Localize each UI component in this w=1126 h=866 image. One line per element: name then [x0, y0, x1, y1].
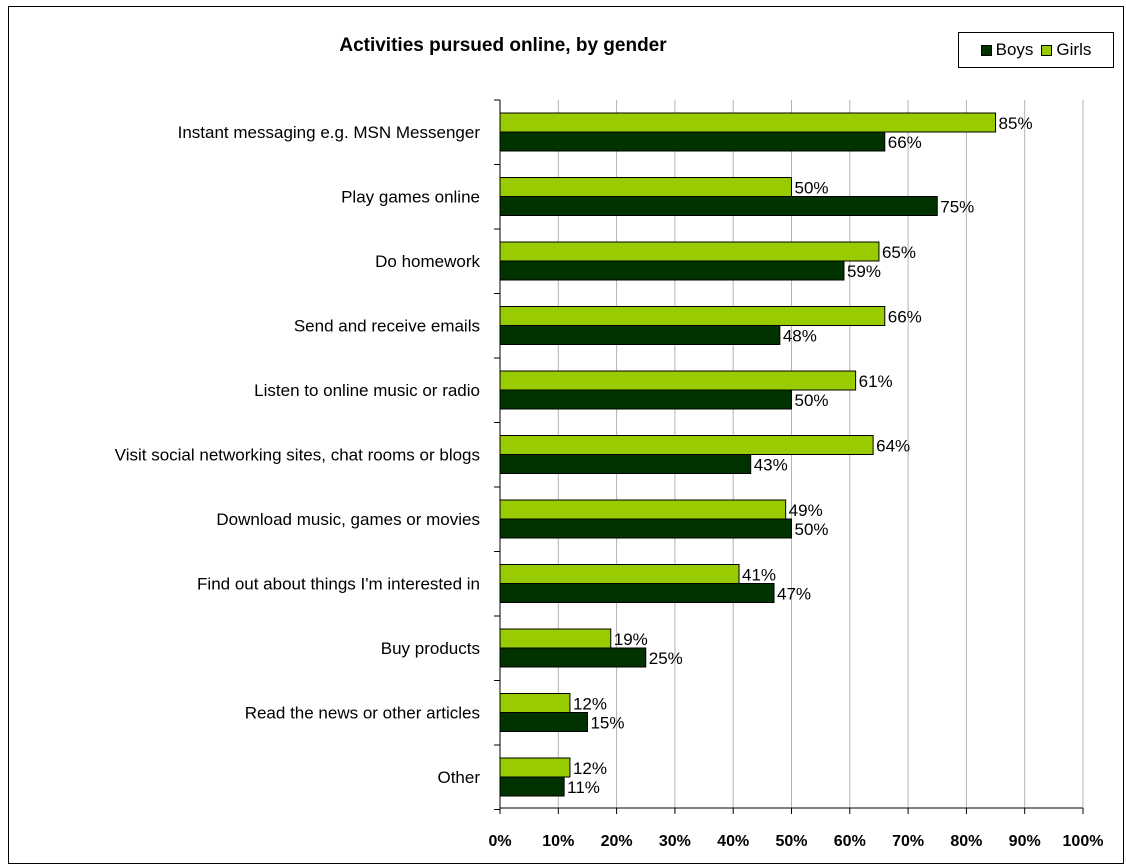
bar-boys [499, 325, 781, 345]
data-label-girls: 66% [888, 308, 922, 327]
x-tick-label: 0% [488, 833, 511, 850]
bar-boys [499, 583, 775, 603]
x-tick-label: 30% [659, 833, 691, 850]
category-label: Listen to online music or radio [254, 381, 480, 400]
category-label: Read the news or other articles [245, 704, 480, 723]
data-label-girls: 85% [999, 114, 1033, 133]
data-label-girls: 64% [876, 437, 910, 456]
data-label-boys: 15% [590, 714, 624, 733]
data-label-boys: 48% [783, 327, 817, 346]
data-label-girls: 19% [614, 630, 648, 649]
legend-swatch-boys [980, 44, 992, 56]
bar-girls [499, 757, 571, 778]
bar-boys [499, 712, 588, 732]
legend-item-girls: Girls [1041, 40, 1091, 60]
bar-girls [499, 564, 740, 584]
bar-girls [499, 241, 880, 262]
data-label-girls: 49% [789, 501, 823, 520]
bar-boys [499, 518, 792, 539]
data-label-boys: 25% [649, 649, 683, 668]
bar-girls [499, 435, 874, 455]
data-label-girls: 41% [742, 566, 776, 585]
x-tick-label: 90% [1009, 833, 1041, 850]
category-label: Instant messaging e.g. MSN Messenger [178, 123, 481, 142]
x-tick-label: 50% [775, 833, 807, 850]
bar-boys [499, 776, 565, 797]
bar-boys [499, 647, 647, 668]
category-label: Buy products [381, 639, 480, 658]
bar-girls [499, 306, 886, 326]
data-label-girls: 65% [882, 243, 916, 262]
data-label-boys: 66% [888, 133, 922, 152]
bar-girls [499, 177, 792, 197]
bar-boys [499, 454, 752, 474]
legend-swatch-girls [1041, 44, 1053, 56]
legend-label-girls: Girls [1056, 40, 1092, 59]
legend-item-boys: Boys [980, 40, 1034, 60]
data-label-boys: 59% [847, 262, 881, 281]
data-label-boys: 75% [940, 198, 974, 217]
x-tick-label: 60% [834, 833, 866, 850]
bar-girls [499, 499, 787, 520]
bar-girls [499, 112, 997, 133]
category-label: Find out about things I'm interested in [197, 575, 480, 594]
x-tick-label: 40% [717, 833, 749, 850]
x-tick-label: 70% [892, 833, 924, 850]
data-label-boys: 11% [567, 778, 600, 797]
category-label: Other [437, 768, 480, 787]
x-tick-label: 100% [1063, 833, 1104, 850]
data-label-boys: 43% [754, 456, 788, 475]
category-label: Download music, games or movies [216, 510, 480, 529]
x-tick-label: 10% [542, 833, 574, 850]
data-label-girls: 12% [573, 695, 607, 714]
category-label: Do homework [375, 252, 480, 271]
x-tick-label: 20% [601, 833, 633, 850]
bar-boys [499, 260, 845, 281]
data-label-girls: 12% [573, 759, 607, 778]
bar-girls [499, 693, 571, 713]
legend: Boys Girls [958, 32, 1114, 68]
bar-girls [499, 628, 612, 649]
chart-title: Activities pursued online, by gender [339, 35, 667, 56]
category-label: Play games online [341, 188, 480, 207]
data-label-girls: 61% [859, 372, 893, 391]
data-label-boys: 50% [795, 391, 829, 410]
data-label-boys: 47% [777, 585, 811, 604]
legend-label-boys: Boys [995, 40, 1034, 59]
bar-boys [499, 196, 938, 216]
data-label-girls: 50% [795, 179, 829, 198]
category-label: Visit social networking sites, chat room… [115, 446, 480, 465]
x-tick-label: 80% [950, 833, 982, 850]
data-label-boys: 50% [795, 520, 829, 539]
bar-boys [499, 131, 886, 152]
bar-girls [499, 370, 857, 391]
bar-boys [499, 389, 792, 410]
category-label: Send and receive emails [294, 317, 480, 336]
